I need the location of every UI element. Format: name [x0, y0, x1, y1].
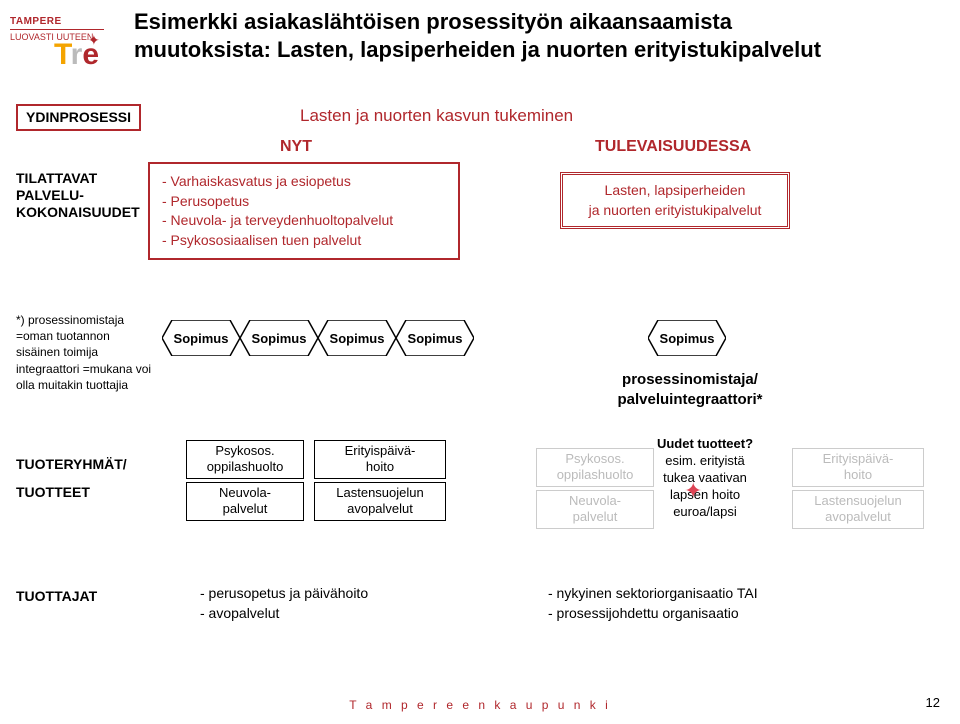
nyt-box: - Varhaiskasvatus ja esiopetus - Perusop… [148, 162, 460, 260]
label-tilattavat: TILATTAVAT PALVELU- KOKONAISUUDET [16, 170, 140, 220]
sopimus-label: Sopimus [318, 320, 396, 356]
sopimus-label: Sopimus [648, 320, 726, 356]
br-line: - prosessijohdettu organisaatio [548, 604, 758, 624]
title-line-2: muutoksista: Lasten, lapsiperheiden ja n… [134, 37, 821, 62]
uudet-l1: esim. erityistä [665, 453, 744, 468]
label-ydinprosessi: YDINPROSESSI [16, 104, 141, 131]
producers-left: - perusopetus ja päivähoito - avopalvelu… [200, 584, 368, 623]
highlight-star-icon: ✦ [684, 478, 702, 504]
bl-line: - avopalvelut [200, 604, 368, 624]
prod-erityis: Erityispäivä- hoito [314, 440, 446, 479]
subtitle: Lasten ja nuorten kasvun tukeminen [300, 106, 573, 126]
sopimus-label: Sopimus [240, 320, 318, 356]
page-title: Esimerkki asiakaslähtöisen prosessityön … [134, 8, 936, 63]
sopimus-label: Sopimus [162, 320, 240, 356]
prod-lasten: Lastensuojelun avopalvelut [314, 482, 446, 521]
label-tuoteryhmat: TUOTERYHMÄT/ [16, 456, 127, 473]
proc-owner-l1: prosessinomistaja/ [622, 371, 758, 388]
label-tuotteet: TUOTTEET [16, 484, 90, 501]
uudet-l3: lapsen hoito [670, 487, 740, 502]
prod-psykosos: Psykosos. oppilashuolto [186, 440, 304, 479]
star-icon: ✦ [88, 32, 100, 49]
producers-right: - nykyinen sektoriorganisaatio TAI - pro… [548, 584, 758, 623]
sopimus-label: Sopimus [396, 320, 474, 356]
bl-line: - perusopetus ja päivähoito [200, 584, 368, 604]
nyt-line: - Psykososiaalisen tuen palvelut [162, 231, 446, 251]
sopimus-hex: Sopimus [162, 320, 240, 356]
br-line: - nykyinen sektoriorganisaatio TAI [548, 584, 758, 604]
sopimus-hex: Sopimus [318, 320, 396, 356]
proc-owner: prosessinomistaja/ palveluintegraattori* [580, 370, 800, 409]
logo-city: TAMPERE [10, 16, 104, 27]
prod-lasten-faded: Lastensuojelun avopalvelut [792, 490, 924, 529]
fut-line: ja nuorten erityistukipalvelut [573, 201, 777, 221]
page-number: 12 [926, 695, 940, 710]
nyt-line: - Neuvola- ja terveydenhuoltopalvelut [162, 211, 446, 231]
sopimus-hex: Sopimus [648, 320, 726, 356]
slide: TAMPERE LUOVASTI UUTEEN Tre ✦ Esimerkki … [0, 8, 960, 724]
uudet-head: Uudet tuotteet? [657, 436, 753, 451]
prod-neuvola: Neuvola- palvelut [186, 482, 304, 521]
footer: T a m p e r e e n k a u p u n k i [0, 698, 960, 712]
owner-note: *) prosessinomistaja =oman tuotannon sis… [16, 312, 151, 393]
label-ydinprosessi-text: YDINPROSESSI [16, 104, 141, 131]
title-line-1: Esimerkki asiakaslähtöisen prosessityön … [134, 9, 732, 34]
fut-line: Lasten, lapsiperheiden [573, 181, 777, 201]
sopimus-hex: Sopimus [240, 320, 318, 356]
label-tuottajat: TUOTTAJAT [16, 588, 97, 605]
future-box: Lasten, lapsiperheiden ja nuorten erityi… [560, 172, 790, 229]
nyt-line: - Varhaiskasvatus ja esiopetus [162, 172, 446, 192]
col-head-nyt: NYT [280, 138, 312, 156]
tre-logo: Tre ✦ [54, 38, 106, 78]
uudet-block: Uudet tuotteet? esim. erityistä tukea va… [620, 436, 790, 520]
sopimus-hex: Sopimus [396, 320, 474, 356]
uudet-l2: tukea vaativan [663, 470, 747, 485]
uudet-l4: euroa/lapsi [673, 504, 737, 519]
col-head-future: TULEVAISUUDESSA [595, 138, 751, 156]
proc-owner-l2: palveluintegraattori* [617, 391, 762, 408]
nyt-line: - Perusopetus [162, 192, 446, 212]
prod-erityis-faded: Erityispäivä- hoito [792, 448, 924, 487]
